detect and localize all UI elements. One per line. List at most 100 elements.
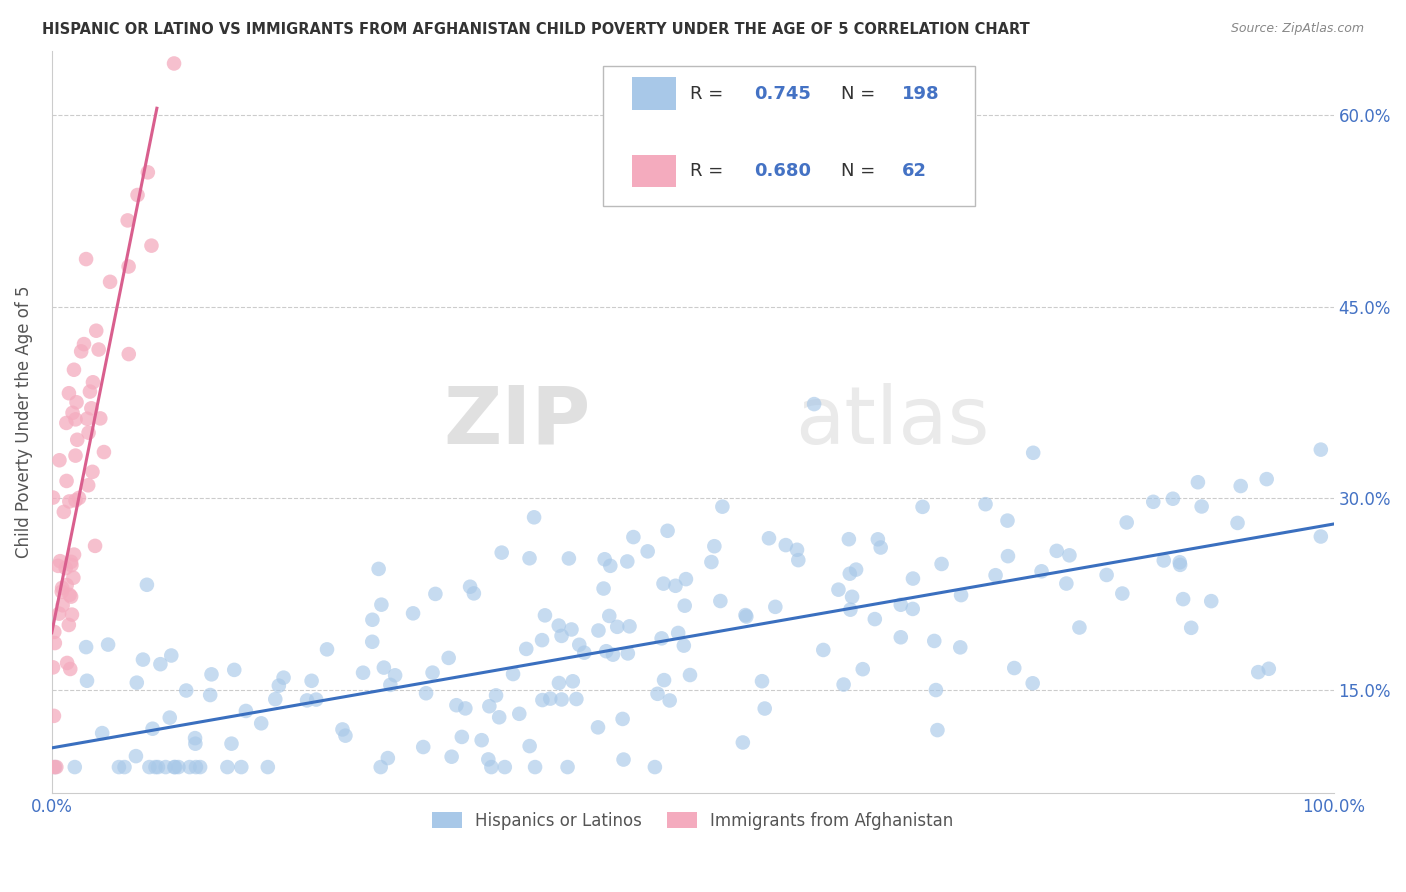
Point <box>91 726 114 740</box>
Point <box>974 497 997 511</box>
Point <box>367 562 389 576</box>
Point <box>775 538 797 552</box>
Point <box>73 337 96 351</box>
Point <box>1054 576 1077 591</box>
Point <box>606 620 628 634</box>
Point <box>93 445 115 459</box>
Point <box>361 613 384 627</box>
Point <box>224 663 246 677</box>
Point <box>66 433 89 447</box>
Point <box>136 165 159 179</box>
Point <box>1021 676 1043 690</box>
Point <box>1161 491 1184 506</box>
Point <box>1309 442 1331 457</box>
Point <box>813 643 835 657</box>
Point <box>335 729 357 743</box>
Point <box>1226 516 1249 530</box>
Point <box>519 551 541 566</box>
Point <box>531 693 554 707</box>
Point <box>63 363 86 377</box>
Point <box>621 530 644 544</box>
Point <box>568 638 591 652</box>
Point <box>108 760 131 774</box>
Point <box>832 677 855 691</box>
Point <box>502 667 524 681</box>
Point <box>598 609 620 624</box>
Point <box>1059 549 1081 563</box>
Point <box>256 760 278 774</box>
Point <box>49 554 72 568</box>
Point <box>700 555 723 569</box>
Point <box>734 608 756 623</box>
Point <box>264 692 287 706</box>
Point <box>612 712 634 726</box>
Y-axis label: Child Poverty Under the Age of 5: Child Poverty Under the Age of 5 <box>15 285 32 558</box>
Point <box>558 551 581 566</box>
Point <box>56 656 79 670</box>
Point <box>586 720 609 734</box>
Point <box>1031 564 1053 578</box>
Point <box>869 541 891 555</box>
Point <box>412 739 434 754</box>
Point <box>754 701 776 715</box>
Point <box>58 618 80 632</box>
Point <box>931 557 953 571</box>
Point <box>652 673 675 687</box>
Point <box>42 709 65 723</box>
Point <box>491 546 513 560</box>
Point <box>65 493 87 508</box>
Point <box>450 730 472 744</box>
Point <box>87 343 110 357</box>
Point <box>1199 594 1222 608</box>
Point <box>485 689 508 703</box>
Point <box>97 638 120 652</box>
Point <box>488 710 510 724</box>
Point <box>188 760 211 774</box>
Point <box>593 552 616 566</box>
Point <box>127 188 149 202</box>
Point <box>67 491 90 505</box>
Point <box>125 675 148 690</box>
Point <box>55 561 77 575</box>
FancyBboxPatch shape <box>633 154 676 187</box>
Point <box>1115 516 1137 530</box>
Point <box>141 238 163 252</box>
Point <box>198 688 221 702</box>
Point <box>515 641 537 656</box>
Point <box>647 687 669 701</box>
Point <box>235 704 257 718</box>
Point <box>63 548 86 562</box>
Point <box>574 646 596 660</box>
Point <box>612 753 634 767</box>
Point <box>644 760 666 774</box>
Point <box>79 384 101 399</box>
Point <box>863 612 886 626</box>
Point <box>52 505 75 519</box>
Point <box>138 760 160 774</box>
Point <box>75 252 97 266</box>
Point <box>250 716 273 731</box>
Point <box>55 416 77 430</box>
Point <box>159 710 181 724</box>
Point <box>184 731 207 746</box>
Point <box>65 412 87 426</box>
Point <box>155 760 177 774</box>
Point <box>437 651 460 665</box>
Point <box>160 648 183 663</box>
Point <box>377 751 399 765</box>
Point <box>651 632 673 646</box>
Point <box>1002 661 1025 675</box>
Point <box>508 706 530 721</box>
Point <box>415 686 437 700</box>
Point <box>827 582 849 597</box>
Text: N =: N = <box>841 85 882 103</box>
Point <box>927 723 949 737</box>
Point <box>62 571 84 585</box>
Point <box>89 411 111 425</box>
Point <box>454 701 477 715</box>
Point <box>76 411 98 425</box>
Point <box>145 760 167 774</box>
Point <box>60 558 83 573</box>
Point <box>839 602 862 616</box>
FancyBboxPatch shape <box>633 78 676 110</box>
